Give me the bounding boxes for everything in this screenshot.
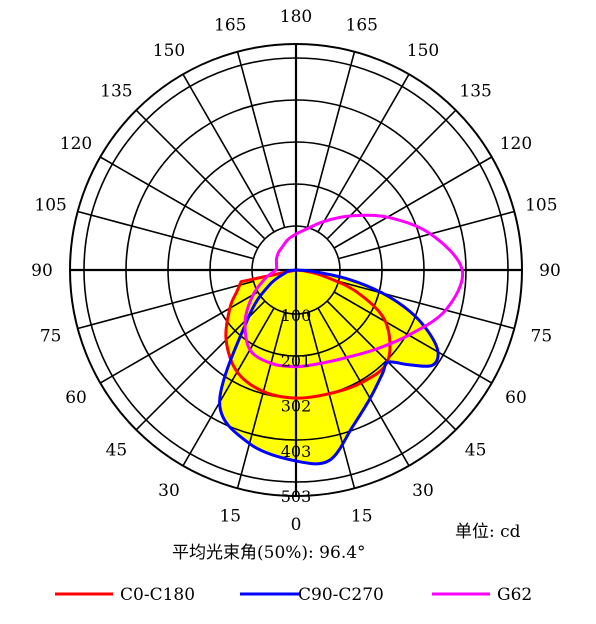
grid-spoke [236,51,286,228]
angle-label: 15 [351,506,373,526]
grid-spoke [236,312,286,489]
angle-label: 135 [100,81,132,101]
angle-label: 120 [500,134,532,154]
angle-label: 105 [525,195,557,215]
series-curve-g62 [243,213,465,369]
series-curve-layer [218,213,465,466]
legend-label-c90-c270: C90-C270 [298,585,384,605]
series-curve-c0-c180 [224,268,392,400]
grid-spoke [306,312,356,489]
angle-label: 165 [214,16,246,36]
radial-tick-label: 201 [281,351,312,370]
series-curve-c90-c270 [218,268,440,466]
grid-spoke [338,210,515,260]
radial-tick-label: 302 [281,397,312,416]
grid-spoke [182,73,275,233]
legend-label-c0-c180: C0-C180 [120,585,195,605]
angle-label: 165 [346,16,378,36]
beam-angle-label: 平均光束角(50%): 96.4° [172,543,366,563]
grid-spoke [326,300,457,431]
grid-spoke [306,51,356,228]
polar-grid [69,43,523,497]
unit-label: 单位: cd [455,522,521,542]
angle-label: 30 [412,481,434,501]
grid-spoke [135,109,266,240]
grid-spoke [338,280,515,330]
grid-spoke [317,307,410,467]
angle-label: 150 [407,41,439,61]
grid-spoke [333,156,493,249]
angle-label: 135 [459,81,491,101]
legend: C0-C180 C90-C270 G62 [55,585,532,605]
grid-spoke [77,280,254,330]
angle-label: 120 [60,134,92,154]
angle-label: 60 [505,388,527,408]
grid-spoke [135,300,266,431]
angle-label: 0 [291,515,302,535]
angle-label: 60 [65,388,87,408]
grid-spoke [77,210,254,260]
angle-label: 180 [280,7,312,27]
grid-spoke [333,291,493,384]
angle-label: 75 [40,327,62,347]
angle-label: 105 [34,195,66,215]
radial-tick-label: 503 [281,487,312,506]
angle-label: 90 [539,261,561,281]
angle-label: 45 [465,441,487,461]
radial-tick-label: 100 [281,306,312,325]
grid-spoke [182,307,275,467]
legend-label-g62: G62 [497,585,532,605]
angle-label: 75 [531,327,553,347]
radial-tick-labels: 100 201 302 403 503 [281,306,312,506]
angle-label: 15 [219,506,241,526]
angle-label: 45 [106,441,128,461]
angle-label: 150 [153,41,185,61]
angle-label: 90 [31,261,53,281]
angle-label: 30 [158,481,180,501]
grid-spoke [99,156,259,249]
grid-spoke [317,73,410,233]
radial-tick-label: 403 [281,442,312,461]
